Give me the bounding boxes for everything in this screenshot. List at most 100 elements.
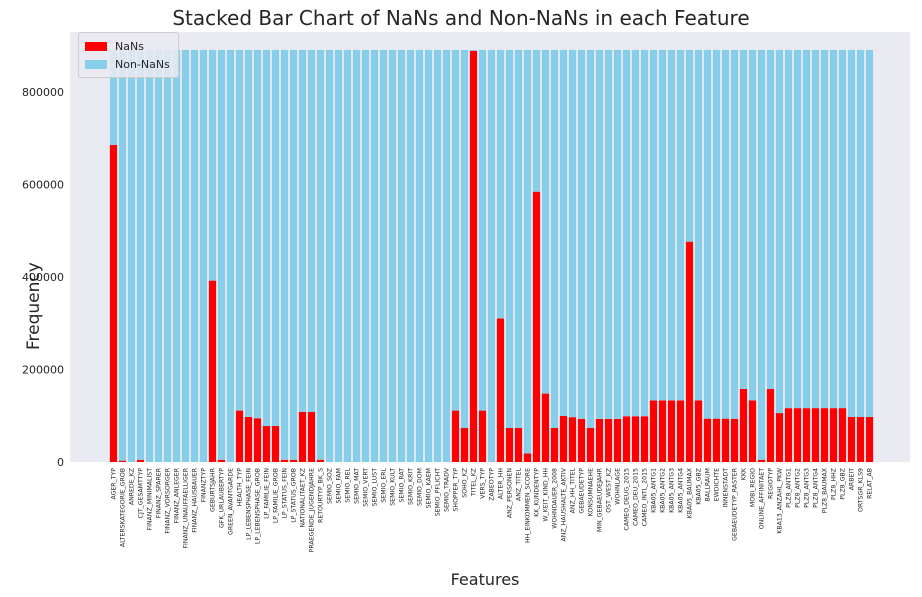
bar-nans xyxy=(514,428,523,462)
x-tick-label: SEMIO_TRADV xyxy=(444,467,451,512)
x-tick-label: KBA05_BAUMAX xyxy=(687,467,694,518)
x-tick-label: KKK xyxy=(741,467,748,480)
x-tick-label: ALTER_HH xyxy=(498,468,505,500)
bar-nans xyxy=(649,400,658,462)
bar-non-nans xyxy=(703,49,712,419)
bar-non-nans xyxy=(793,49,802,409)
bar-nans xyxy=(622,416,631,462)
legend-label-nans: NaNs xyxy=(115,39,144,53)
bar-non-nans xyxy=(370,49,379,463)
bar-nans xyxy=(658,400,667,462)
x-tick-label: W_KEIT_KIND_HH xyxy=(543,468,550,522)
bar-non-nans xyxy=(631,49,640,417)
x-tick-label: SEMIO_REL xyxy=(345,467,352,502)
bar-non-nans xyxy=(460,49,469,429)
bar-non-nans xyxy=(550,49,559,429)
bar-nans xyxy=(847,416,856,462)
bar-nans xyxy=(712,418,721,462)
bar-nans xyxy=(739,388,748,462)
bar-nans xyxy=(244,416,253,462)
bar-non-nans xyxy=(739,49,748,389)
bar-non-nans xyxy=(532,49,541,192)
bar-non-nans xyxy=(640,49,649,417)
x-tick-label: WOHNDAUER_2008 xyxy=(552,468,559,529)
x-tick-label: SEMIO_SOZ xyxy=(327,468,334,504)
x-tick-label: FINANZ_VORSORGER xyxy=(165,467,172,533)
bar-non-nans xyxy=(541,49,550,394)
bar-nans xyxy=(802,408,811,462)
bar-nans xyxy=(757,459,766,462)
bar-non-nans xyxy=(397,49,406,463)
x-tick-label: PLZ8_BAUMAX xyxy=(822,467,829,513)
bar-nans xyxy=(730,418,739,462)
bar-non-nans xyxy=(820,49,829,409)
x-tick-label: SEMIO_KULT xyxy=(390,468,397,506)
x-tick-label: ANZ_PERSONEN xyxy=(507,468,514,518)
bar-nans xyxy=(136,459,145,462)
x-tick-label: SEMIO_VERT xyxy=(363,468,370,507)
x-tick-label: LP_LEBENSPHASE_GROB xyxy=(255,468,262,544)
x-tick-label: RETOURTYP_BK_S xyxy=(318,468,325,523)
bar-nans xyxy=(505,428,514,462)
bar-nans xyxy=(595,418,604,462)
bar-nans xyxy=(811,408,820,462)
bar-non-nans xyxy=(388,49,397,463)
bar-group xyxy=(109,49,874,463)
bar-non-nans xyxy=(775,49,784,414)
x-tick-label: CAMEO_DEUG_2015 xyxy=(624,468,631,531)
bar-nans xyxy=(703,418,712,462)
x-tick-label: RELAT_AB xyxy=(867,468,874,499)
bar-non-nans xyxy=(334,49,343,463)
bar-nans xyxy=(613,418,622,462)
bar-non-nans xyxy=(307,49,316,412)
bar-non-nans xyxy=(235,49,244,411)
bar-non-nans xyxy=(424,49,433,463)
bar-non-nans xyxy=(784,49,793,409)
bar-nans xyxy=(559,415,568,462)
bar-nans xyxy=(667,400,676,462)
legend-item-non-nans: Non-NaNs xyxy=(85,55,170,73)
x-tick-label: ANREDE_KZ xyxy=(129,468,136,505)
x-tick-label: PLZ8_ANTG2 xyxy=(795,468,802,508)
x-tick-label: OST_WEST_KZ xyxy=(606,468,613,513)
x-tick-label: BALLRAUM xyxy=(705,468,712,502)
bar-non-nans xyxy=(325,49,334,463)
bar-nans xyxy=(766,388,775,462)
x-tick-label: LP_LEBENSPHASE_FEIN xyxy=(246,468,253,540)
bar-non-nans xyxy=(721,49,730,419)
bar-non-nans xyxy=(145,49,154,463)
x-tick-label: ANZ_HH_TITEL xyxy=(570,467,577,513)
legend-label-non-nans: Non-NaNs xyxy=(115,57,170,71)
bar-non-nans xyxy=(343,49,352,463)
x-tick-label: FINANZTYP xyxy=(201,468,208,503)
bar-non-nans xyxy=(316,49,325,460)
bar-non-nans xyxy=(262,49,271,427)
x-tick-label: GFK_URLAUBERTYP xyxy=(219,468,226,528)
bar-non-nans xyxy=(253,49,262,419)
x-tick-label: SEMIO_DOM xyxy=(417,468,424,506)
bar-nans xyxy=(523,453,532,462)
bar-non-nans xyxy=(811,49,820,409)
bar-nans xyxy=(217,459,226,462)
x-tick-label: SEMIO_KRIT xyxy=(408,468,415,505)
bar-non-nans xyxy=(118,49,127,461)
bar-nans xyxy=(460,428,469,462)
x-tick-label: LP_FAMILIE_GROB xyxy=(273,468,280,523)
bar-nans xyxy=(208,280,217,462)
bar-non-nans xyxy=(595,49,604,419)
bar-non-nans xyxy=(208,49,217,281)
x-tick-label: SEMIO_LUST xyxy=(372,468,379,507)
x-tick-label: MOBI_REGIO xyxy=(750,468,757,507)
x-tick-label: GREEN_AVANTGARDE xyxy=(228,468,235,535)
bar-nans xyxy=(469,50,478,463)
bar-nans xyxy=(793,408,802,462)
bar-non-nans xyxy=(415,49,424,463)
bar-nans xyxy=(721,418,730,462)
x-tick-label: KBA05_ANTG3 xyxy=(669,468,676,513)
x-tick-label: SEMIO_ERL xyxy=(381,467,388,502)
bar-non-nans xyxy=(613,49,622,419)
x-tick-label: VERS_TYP xyxy=(480,468,487,499)
x-tick-label: SEMIO_FAM xyxy=(336,468,343,504)
